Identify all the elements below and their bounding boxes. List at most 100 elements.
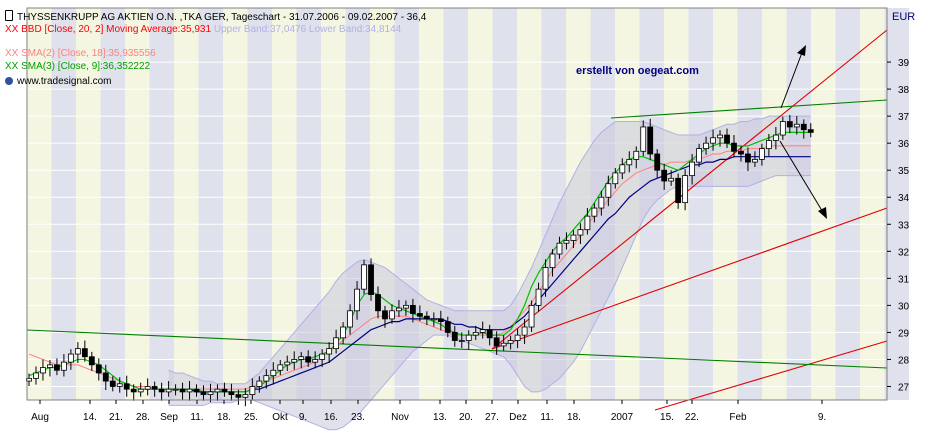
x-tick-label: 16. [324,412,338,423]
x-tick-label: 21. [109,412,123,423]
candle-body [465,334,472,341]
y-tick-label: 37 [898,112,910,123]
candle-body [403,304,409,309]
candle-body [668,177,675,182]
chart-title: THYSSENKRUPP AG AKTIEN O.N. ,TKA GER, Ta… [5,10,426,24]
x-tick-label: 25. [244,412,258,423]
down-arrow-shaft [779,140,825,215]
candle-body [430,318,437,321]
candle-body [298,356,305,360]
trendline-long-resistance [26,329,888,369]
candle-body [703,142,709,149]
up-arrow-head [797,45,806,56]
candle-body [179,388,186,393]
candle-body [409,304,416,314]
candle-body [340,326,347,339]
candle-body [605,183,612,198]
candle-body [263,375,270,382]
candle-body [172,388,179,391]
candle-body [724,134,730,144]
upper-band-line [168,115,811,385]
trendline-support [491,29,888,350]
y-tick-label: 36 [898,139,910,150]
candle-body [109,380,116,387]
candle-body [326,348,333,355]
x-tick-label: Okt [272,412,288,423]
candle-body [514,334,521,341]
x-tick-label: 9. [299,412,307,423]
candle-body [235,394,242,398]
candle-body [682,175,689,204]
candle-body [507,340,514,344]
currency-label: EUR [892,11,915,23]
x-tick-label: 23. [351,412,365,423]
x-tick-label: 2007 [611,412,634,423]
x-tick-label: 28. [136,412,150,423]
x-tick-label: Nov [391,412,409,423]
candle-body [752,158,758,163]
candle-body [88,356,95,366]
candle-body [214,388,221,393]
x-tick-label: Aug [31,412,49,423]
candle-body [33,372,39,379]
candle-body [570,234,577,241]
candle-body [270,369,277,377]
candle-body [165,388,172,393]
candle-body [354,288,360,312]
candle-body [577,229,584,236]
candle-body [765,140,772,149]
candle-body [779,121,786,136]
sma3-legend: XX SMA(3) [Close, 9]:36,352222 [5,61,150,73]
candle-body [242,394,249,398]
sma2-label: XX SMA(2) [Close, 18]:35,935556 [5,48,156,59]
source-text: www.tradesignal.com [17,76,112,87]
candle-body [61,361,67,371]
candle-body [95,364,102,374]
arrows [779,45,827,219]
candle-body [54,364,60,371]
date-stripe [27,8,52,400]
candle-body [144,386,151,390]
candle-body [738,150,744,155]
date-stripe [713,8,738,400]
candle-body [598,196,605,209]
date-stripe [149,8,174,400]
candle-body [696,148,702,163]
candle-body [151,386,158,390]
date-stripe [174,8,199,400]
candle-body [130,388,137,393]
candle-body [284,361,291,366]
x-tick-label: Sep [160,412,178,423]
date-stripe [762,8,787,400]
candle-body [221,388,228,393]
candle-body [382,310,388,320]
candle-body [661,169,668,182]
candle-body [186,388,193,393]
candle-body [116,383,123,387]
candle-body [654,153,661,171]
candle-body [249,386,256,395]
y-tick-label: 33 [898,220,910,231]
x-tick-label: 11. [540,412,553,423]
candle-body [158,388,165,393]
candle-body [619,164,626,174]
x-tick-label: 27. [485,412,499,423]
x-tick-label: Feb [729,412,747,423]
date-stripe [51,8,76,400]
candlesticks [26,115,814,407]
candle-body [361,264,367,290]
candle-body [591,207,598,217]
up-arrow-shaft [780,49,804,109]
y-tick-label: 29 [898,328,910,339]
candle-body [137,388,144,393]
candle-body [486,329,493,339]
candle-body [633,150,640,160]
candle-body [675,177,682,204]
candle-body [556,242,563,255]
x-tick-label: 11. [190,412,203,423]
candle-body [800,123,807,131]
y-tick-label: 34 [898,193,910,204]
candle-body [786,121,793,128]
